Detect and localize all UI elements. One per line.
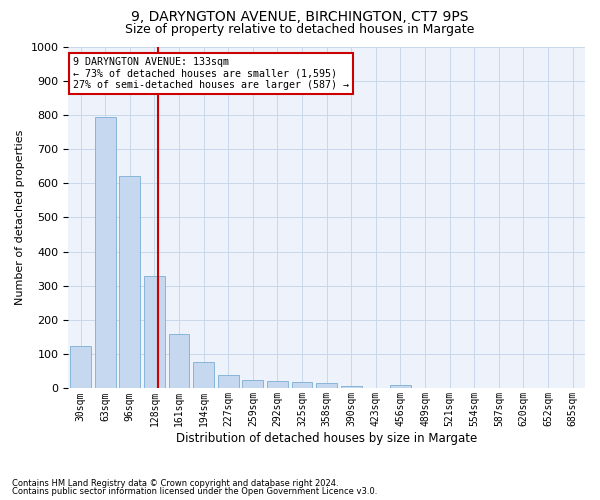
Bar <box>144 276 165 388</box>
Bar <box>242 380 263 388</box>
Bar <box>390 385 411 388</box>
Bar <box>95 116 116 388</box>
Text: Size of property relative to detached houses in Margate: Size of property relative to detached ho… <box>125 22 475 36</box>
Y-axis label: Number of detached properties: Number of detached properties <box>15 130 25 305</box>
Text: 9 DARYNGTON AVENUE: 133sqm
← 73% of detached houses are smaller (1,595)
27% of s: 9 DARYNGTON AVENUE: 133sqm ← 73% of deta… <box>73 57 349 90</box>
Bar <box>193 362 214 388</box>
Text: Contains HM Land Registry data © Crown copyright and database right 2024.: Contains HM Land Registry data © Crown c… <box>12 478 338 488</box>
Bar <box>316 384 337 388</box>
Bar <box>70 346 91 389</box>
Bar <box>341 386 362 388</box>
Text: Contains public sector information licensed under the Open Government Licence v3: Contains public sector information licen… <box>12 487 377 496</box>
Bar <box>267 381 288 388</box>
Bar <box>218 376 239 388</box>
Text: 9, DARYNGTON AVENUE, BIRCHINGTON, CT7 9PS: 9, DARYNGTON AVENUE, BIRCHINGTON, CT7 9P… <box>131 10 469 24</box>
Bar <box>169 334 190 388</box>
Bar <box>119 176 140 388</box>
Bar <box>292 382 313 388</box>
X-axis label: Distribution of detached houses by size in Margate: Distribution of detached houses by size … <box>176 432 477 445</box>
